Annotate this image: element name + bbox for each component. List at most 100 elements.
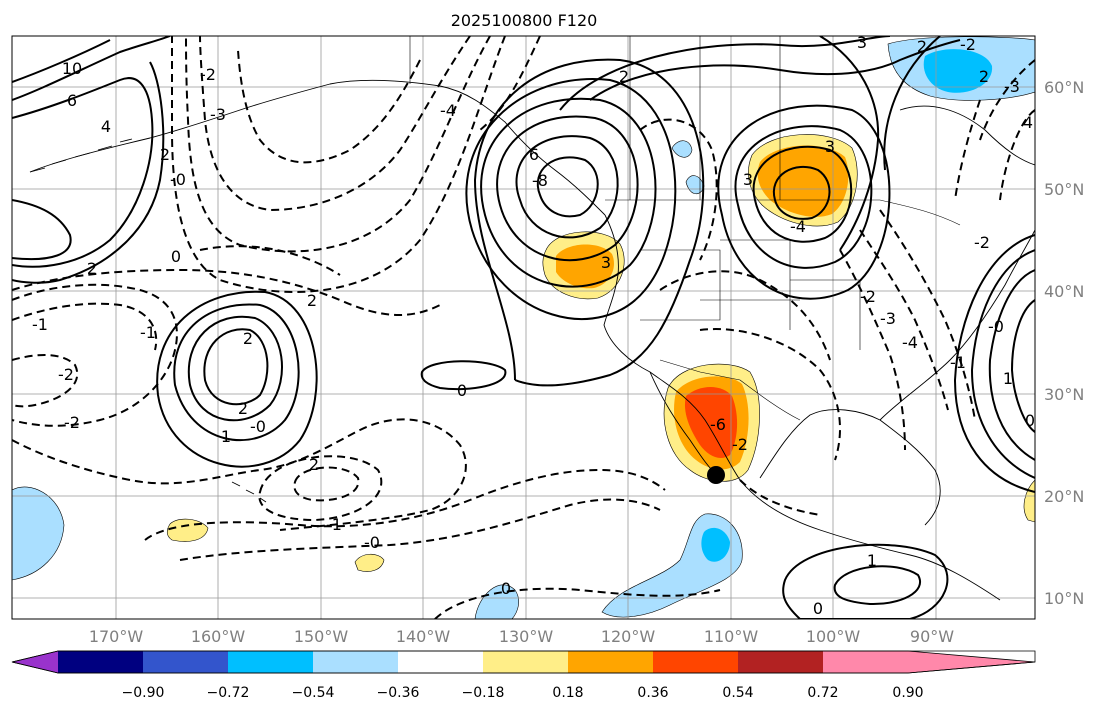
coast-aleutians (29, 138, 133, 173)
coast-alaska (29, 79, 606, 216)
lon-label: 90°W (910, 627, 954, 646)
contour-label: -4 (440, 101, 456, 120)
contour-neg-pacific-low-1 (293, 466, 360, 502)
contour-neg-midpac-2 (199, 245, 341, 276)
contour-label: -1 (140, 323, 156, 342)
storm-location-dot (707, 466, 725, 484)
shade-hudson-bay-core (923, 49, 993, 93)
contour-neg-tropical (434, 587, 721, 619)
shade-hawaii-2 (354, 553, 385, 572)
contour-label: -1 (326, 515, 342, 534)
contour-pos-north-pacific-1 (12, 36, 171, 101)
shade-small-bc (671, 140, 693, 158)
contour-label: 2 (238, 399, 248, 418)
contour-label: 3 (825, 137, 835, 156)
contour-label: -3 (210, 105, 226, 124)
contour-pos-west-coast-low-6 (473, 58, 705, 387)
contour-label: -2 (58, 365, 74, 384)
colorbar-tick-label: 0.18 (552, 685, 583, 701)
colorbar-extend-max (908, 651, 1035, 673)
colorbar-border (11, 650, 1036, 674)
map-title: 2025100800 F120 (451, 11, 598, 30)
contour-label: -2 (64, 413, 80, 432)
contour-label: 2 (87, 259, 97, 278)
map-panel: 10 6 4 2 2 0 1 2 2 3 3 -2 -1 -2 -1 -0 0 … (12, 33, 1035, 619)
contour-label: 10 (62, 59, 82, 78)
contour-neg-gulf-alaska-4 (237, 49, 421, 164)
contour-neg-hudson-1 (999, 109, 1035, 201)
lon-label: 130°W (499, 627, 554, 646)
lon-label: 170°W (89, 627, 144, 646)
contour-label: 2 (309, 455, 319, 474)
contour-pos-north-pacific-3 (12, 77, 154, 268)
contour-neg-east-2 (879, 209, 976, 421)
colorbar-segment (568, 651, 653, 673)
colorbar-tick-label: −0.18 (462, 685, 505, 701)
contour-pos-north-east-2 (883, 36, 941, 171)
contour-pos-west-coast-low-2 (515, 135, 619, 239)
colorbar-segment (313, 651, 398, 673)
colorbar-tick-label: 0.90 (892, 685, 923, 701)
contour-label: 2 (917, 37, 927, 56)
contour-label: -2 (200, 65, 216, 84)
colorbar-segment (738, 651, 823, 673)
contour-label: 0 (171, 247, 181, 266)
contour-label: 3 (857, 33, 867, 52)
contour-label: -8 (532, 171, 548, 190)
colorbar-tick-label: −0.72 (207, 685, 250, 701)
contour-neg-subtropic-2 (12, 283, 178, 427)
lon-label: 120°W (601, 627, 656, 646)
coast-hawaii (231, 481, 267, 503)
colorbar-segment (653, 651, 738, 673)
contour-label: -3 (1004, 77, 1020, 96)
border-us-mexico (659, 359, 801, 421)
contour-label: -0 (364, 533, 380, 552)
contour-label: 4 (101, 117, 111, 136)
lat-label: 30°N (1044, 385, 1084, 404)
contour-pos-hawaii-ridge-4 (156, 290, 318, 468)
contour-label: 3 (743, 170, 753, 189)
contour-label: 0 (1025, 411, 1035, 430)
contour-label: -2 (732, 435, 748, 454)
contour-pos-east-ridge-4 (1010, 299, 1035, 433)
contour-label: 1 (867, 551, 877, 570)
lon-label: 100°W (806, 627, 861, 646)
contour-label: -6 (710, 415, 726, 434)
contour-neg-east-1 (859, 229, 949, 411)
lon-label: 110°W (704, 627, 759, 646)
contour-pos-caribbean-1 (833, 565, 921, 606)
contour-neg-gulf-alaska-2 (185, 36, 491, 253)
contour-neg-hudson-2 (954, 59, 1035, 201)
colorbar-tick-label: −0.54 (292, 685, 335, 701)
contour-pos-plains-low-4 (717, 104, 891, 300)
contour-neg-equatorial (739, 479, 821, 516)
contour-pos-west-coast-low-3 (496, 115, 639, 262)
contour-label: 2 (979, 67, 989, 86)
contour-label: -2 (960, 35, 976, 54)
contour-neg-subtropic-3 (12, 418, 467, 531)
contour-label: 6 (529, 145, 539, 164)
colorbar-ticks: −0.90 −0.72 −0.54 −0.36 −0.18 0.18 0.36 … (122, 685, 924, 701)
contour-neg-canada-west (479, 36, 541, 131)
shade-central-plains-orange (757, 145, 849, 217)
contour-pos-plains-low-3 (734, 125, 873, 269)
contour-label: -2 (860, 287, 876, 306)
contour-label: 1 (1003, 369, 1013, 388)
longitude-axis: 170°W 160°W 150°W 140°W 130°W 120°W 110°… (89, 627, 954, 646)
contour-label: -0 (988, 317, 1004, 336)
contour-lines (12, 36, 1035, 619)
latitude-axis: 60°N 50°N 40°N 30°N 20°N 10°N (1044, 78, 1084, 608)
colorbar (11, 650, 1036, 674)
contour-label: -4 (902, 333, 918, 352)
contour-neg-pacific-low-4 (179, 498, 661, 561)
contour-pos-plains-low-2 (752, 145, 853, 243)
contour-neg-subtropic-1 (12, 302, 158, 351)
lat-label: 10°N (1044, 589, 1084, 608)
contour-neg-pacific-low-2 (258, 455, 383, 522)
contour-pos-west-coast-low-4 (480, 97, 657, 288)
colorbar-tick-label: 0.72 (807, 685, 838, 701)
shade-east-pacific (474, 584, 520, 619)
graticule (12, 36, 1035, 619)
colorbar-tick-label: 0.54 (722, 685, 753, 701)
border-us-canada (605, 199, 961, 226)
